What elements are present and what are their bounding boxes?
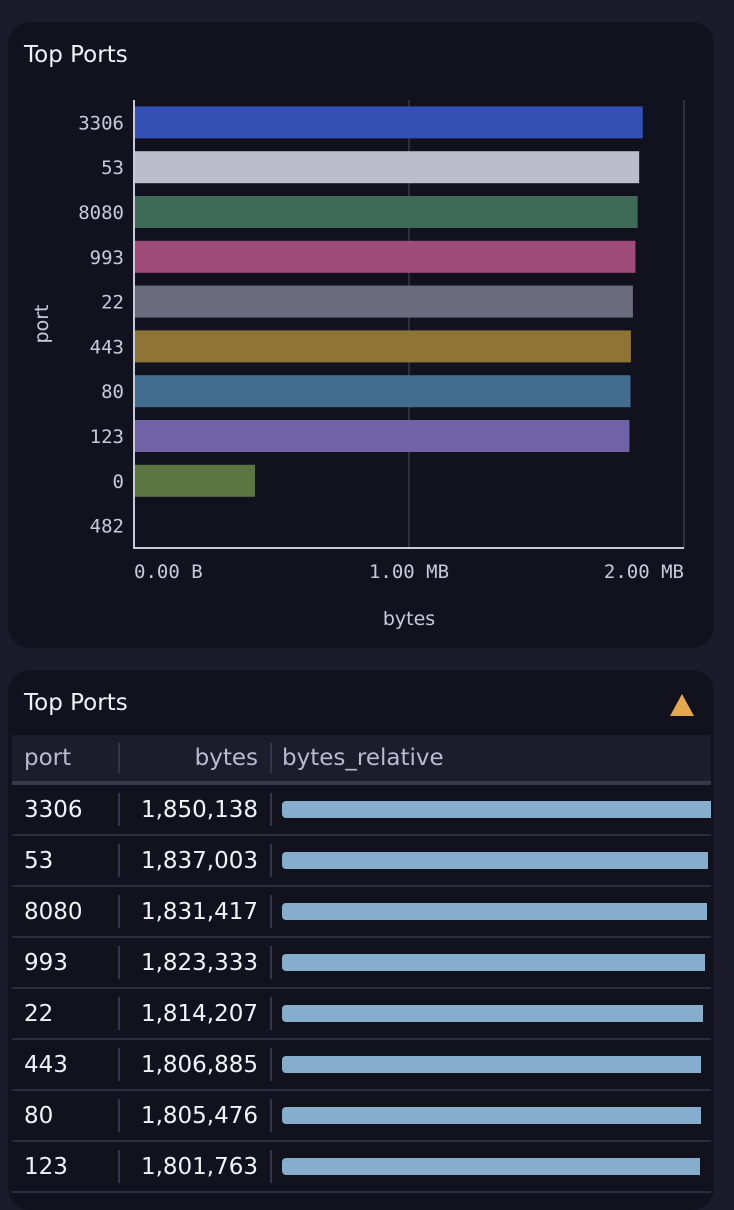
y-tick-label: 3306 bbox=[78, 112, 124, 134]
column-header-bytes[interactable]: bytes bbox=[118, 735, 270, 785]
bar[interactable] bbox=[135, 106, 643, 139]
bar[interactable] bbox=[135, 151, 640, 184]
chart-title: Top Ports bbox=[24, 42, 128, 68]
bar[interactable] bbox=[135, 464, 255, 497]
cell-port: 123 bbox=[12, 1141, 118, 1193]
chart-panel: Top Ports 0.00 B 1.00 MB 2.00 MB 3306 53 8080… bbox=[8, 22, 714, 648]
cell-bytes-relative bbox=[270, 886, 711, 938]
relative-bar bbox=[282, 1005, 703, 1022]
y-tick-label: 53 bbox=[101, 157, 124, 179]
cell-bytes: 1,805,476 bbox=[118, 1090, 270, 1142]
cell-port: 22 bbox=[12, 988, 118, 1040]
cell-bytes-relative bbox=[270, 1090, 711, 1142]
cell-bytes: 1,850,138 bbox=[118, 783, 270, 836]
cell-bytes-relative bbox=[270, 783, 711, 836]
y-tick-label: 443 bbox=[90, 336, 124, 358]
table-row[interactable]: 123 1,801,763 bbox=[12, 1141, 711, 1193]
relative-bar bbox=[282, 954, 705, 971]
ports-table: port bytes bytes_relative 3306 1,850,138… bbox=[12, 735, 711, 1193]
cell-port: 80 bbox=[12, 1090, 118, 1142]
table-title: Top Ports bbox=[24, 690, 128, 716]
cell-bytes-relative bbox=[270, 1039, 711, 1091]
cell-bytes-relative bbox=[270, 1141, 711, 1193]
cell-bytes: 1,823,333 bbox=[118, 937, 270, 989]
cell-port: 993 bbox=[12, 937, 118, 989]
relative-bar bbox=[282, 1107, 701, 1124]
table-row[interactable]: 8080 1,831,417 bbox=[12, 886, 711, 938]
bar[interactable] bbox=[135, 420, 630, 452]
x-axis-label: bytes bbox=[383, 608, 435, 630]
y-tick-label: 80 bbox=[101, 381, 124, 403]
y-tick-label: 993 bbox=[90, 247, 124, 269]
cell-bytes-relative bbox=[270, 937, 711, 989]
relative-bar bbox=[282, 1158, 700, 1175]
y-tick-label: 22 bbox=[101, 292, 124, 314]
cell-port: 3306 bbox=[12, 783, 118, 836]
y-tick-label: 123 bbox=[90, 426, 124, 448]
cell-port: 8080 bbox=[12, 886, 118, 938]
x-tick-label: 2.00 MB bbox=[604, 561, 684, 583]
column-header-port[interactable]: port bbox=[12, 735, 118, 785]
table-panel: Top Ports port bytes bytes_relative 3306… bbox=[8, 670, 714, 1210]
relative-bar bbox=[282, 903, 707, 920]
x-tick-label: 1.00 MB bbox=[369, 561, 449, 583]
cell-bytes: 1,806,885 bbox=[118, 1039, 270, 1091]
cell-bytes-relative bbox=[270, 988, 711, 1040]
table-row[interactable]: 443 1,806,885 bbox=[12, 1039, 711, 1091]
cell-port: 443 bbox=[12, 1039, 118, 1091]
table-row[interactable]: 22 1,814,207 bbox=[12, 988, 711, 1040]
cell-port: 53 bbox=[12, 835, 118, 887]
bar[interactable] bbox=[135, 285, 633, 318]
cell-bytes: 1,814,207 bbox=[118, 988, 270, 1040]
bar[interactable] bbox=[135, 196, 638, 228]
y-tick-label: 482 bbox=[90, 516, 124, 538]
cell-bytes: 1,837,003 bbox=[118, 835, 270, 887]
cell-bytes: 1,801,763 bbox=[118, 1141, 270, 1193]
table-row[interactable]: 53 1,837,003 bbox=[12, 835, 711, 887]
y-axis-label: port bbox=[31, 305, 53, 344]
bar[interactable] bbox=[135, 330, 631, 363]
relative-bar bbox=[282, 852, 708, 869]
y-tick-label: 0 bbox=[113, 471, 124, 493]
warning-icon[interactable] bbox=[670, 694, 694, 716]
relative-bar bbox=[282, 1056, 702, 1073]
cell-bytes-relative bbox=[270, 835, 711, 887]
bar[interactable] bbox=[135, 240, 636, 273]
bar[interactable] bbox=[135, 375, 631, 408]
relative-bar bbox=[282, 801, 711, 818]
x-tick-label: 0.00 B bbox=[134, 561, 203, 583]
cell-bytes: 1,831,417 bbox=[118, 886, 270, 938]
bar-chart: 0.00 B 1.00 MB 2.00 MB 3306 53 8080 993 22 443 80… bbox=[31, 100, 685, 630]
y-tick-label: 8080 bbox=[78, 202, 124, 224]
column-header-bytes-relative[interactable]: bytes_relative bbox=[270, 735, 711, 785]
table-row[interactable]: 993 1,823,333 bbox=[12, 937, 711, 989]
table-row[interactable]: 3306 1,850,138 bbox=[12, 783, 711, 836]
table-row[interactable]: 80 1,805,476 bbox=[12, 1090, 711, 1142]
